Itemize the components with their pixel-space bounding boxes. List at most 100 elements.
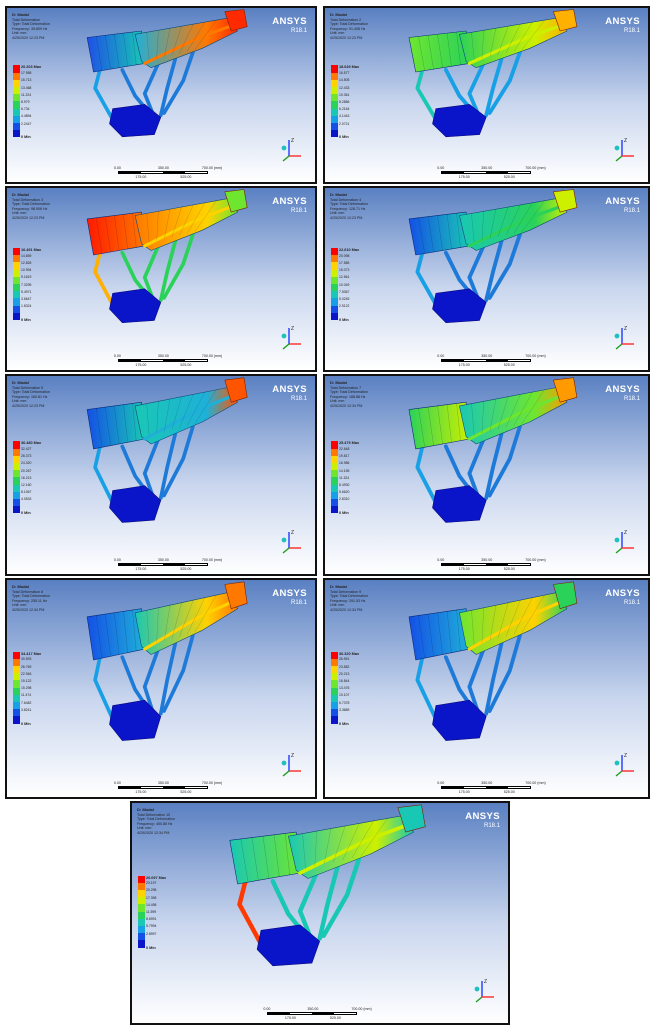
mesh-line	[505, 24, 521, 54]
brand-release: R18.1	[290, 208, 307, 214]
legend-swatch	[331, 262, 338, 270]
legend-max: 22.610 Max	[339, 248, 360, 253]
mesh-line	[481, 211, 484, 241]
viewport	[325, 376, 648, 574]
z-axis-label: Z	[484, 979, 487, 985]
legend-swatch	[13, 94, 20, 102]
header-date: 4/25/2020 12:23 PM	[12, 35, 45, 40]
brand-name: ANSYS	[605, 588, 640, 599]
scale-label-bottom: 175.00	[135, 566, 147, 571]
mesh-line	[164, 605, 171, 641]
frame-tube	[415, 655, 438, 722]
scale-segment	[334, 1012, 357, 1014]
legend-value: 6.2164	[339, 107, 350, 112]
scale-segment	[268, 1012, 291, 1014]
frame-tube	[93, 250, 115, 307]
legend-value: 14.155	[339, 468, 350, 473]
legend-swatch	[13, 79, 20, 87]
result-header: D: Modal Total Deformation 3 Type: Total D…	[12, 192, 50, 221]
legend-value: 13.468	[21, 85, 32, 90]
legend-value: 11.224	[21, 92, 32, 97]
legend-swatch	[13, 470, 20, 478]
frame-tube	[487, 232, 522, 300]
legend-swatch	[13, 455, 20, 463]
mesh-line	[521, 594, 545, 633]
legend-swatch	[331, 658, 338, 666]
triad-orb	[281, 333, 287, 339]
engine-cradle	[256, 924, 320, 967]
legend-value: 19.122	[21, 678, 32, 683]
header-date: 4/25/2020 12:23 PM	[330, 35, 363, 40]
mesh-line	[146, 610, 150, 645]
mesh-line	[505, 204, 521, 236]
legend-swatch	[138, 933, 145, 941]
scale-label-top: 0.00	[113, 166, 121, 170]
mesh-line	[146, 32, 150, 60]
scale-bar-rule	[441, 358, 532, 362]
y-axis-arrow	[282, 343, 290, 350]
legend-value: 26.769	[21, 664, 32, 669]
legend-swatch	[13, 658, 20, 666]
mesh-line	[105, 216, 111, 253]
legend-swatch	[138, 882, 145, 890]
frame-model	[408, 377, 578, 523]
mesh-line	[489, 605, 497, 641]
mesh-line	[187, 597, 205, 635]
result-header: D: Modal Total Deformation 10 Type: Total …	[137, 807, 175, 836]
scale-bar-rule	[117, 785, 208, 789]
brand-release: R18.1	[290, 396, 307, 402]
scale-segment	[162, 563, 185, 565]
ansys-logo: ANSYS R18.1	[605, 196, 640, 214]
y-axis-arrow	[282, 770, 290, 777]
frame-tube	[158, 57, 178, 118]
frame-model	[86, 581, 248, 741]
scale-segment	[464, 359, 487, 361]
mesh-line	[446, 33, 452, 67]
scale-label-top: 700.00 (mm)	[201, 354, 223, 358]
legend-swatch	[13, 651, 20, 659]
mesh-line	[481, 401, 484, 434]
scale-label-top: 350.00	[157, 558, 169, 562]
scale-segment	[508, 786, 531, 788]
legend-value: 20.267	[21, 468, 32, 473]
engine-cradle	[109, 699, 162, 741]
scale-bar-rule	[441, 785, 532, 789]
brand-name: ANSYS	[605, 16, 640, 27]
scale-segment	[464, 563, 487, 565]
brand-release: R18.1	[623, 396, 640, 402]
legend-swatch	[13, 484, 20, 492]
frame-tube	[321, 857, 362, 939]
scale-segment	[312, 1012, 335, 1014]
header-model: D: Modal	[330, 584, 347, 589]
legend-value: 8.2886	[339, 99, 350, 104]
legend-swatch	[13, 694, 20, 702]
mesh-line	[342, 823, 360, 861]
legend-max: 34.417 Max	[21, 651, 42, 656]
result-header: D: Modal Total Deformation 9 Type: Total D…	[330, 584, 368, 613]
legend-swatch	[13, 248, 20, 256]
sub-rail	[298, 819, 420, 875]
legend-value: 15.073	[339, 268, 350, 273]
legend-swatch	[138, 904, 145, 912]
mesh-line	[521, 389, 545, 424]
header-model: D: Modal	[330, 192, 347, 197]
legend-value: 23.197	[146, 881, 157, 886]
z-axis-label: Z	[291, 530, 294, 536]
scale-segment	[464, 171, 487, 173]
scale-segment	[464, 786, 487, 788]
scale-label-bottom: 175.00	[458, 566, 470, 571]
legend-value: 9.1619	[21, 275, 32, 280]
legend-swatch	[331, 448, 338, 456]
mesh-line	[513, 21, 533, 52]
legend-value: 5.4971	[21, 289, 32, 294]
brand-release: R18.1	[290, 28, 307, 34]
scale-label-top: 0.00	[437, 166, 445, 170]
mesh-line	[456, 609, 461, 652]
legend-swatch	[331, 716, 338, 724]
y-axis-arrow	[615, 547, 623, 554]
legend-value: 22.648	[339, 447, 350, 452]
scale-segment	[486, 171, 509, 173]
scale-bar-rule	[117, 170, 208, 174]
scale-bar: 0.00 350.00 700.00 (mm) 175.00 525.00	[114, 781, 222, 795]
legend-swatch	[331, 462, 338, 471]
